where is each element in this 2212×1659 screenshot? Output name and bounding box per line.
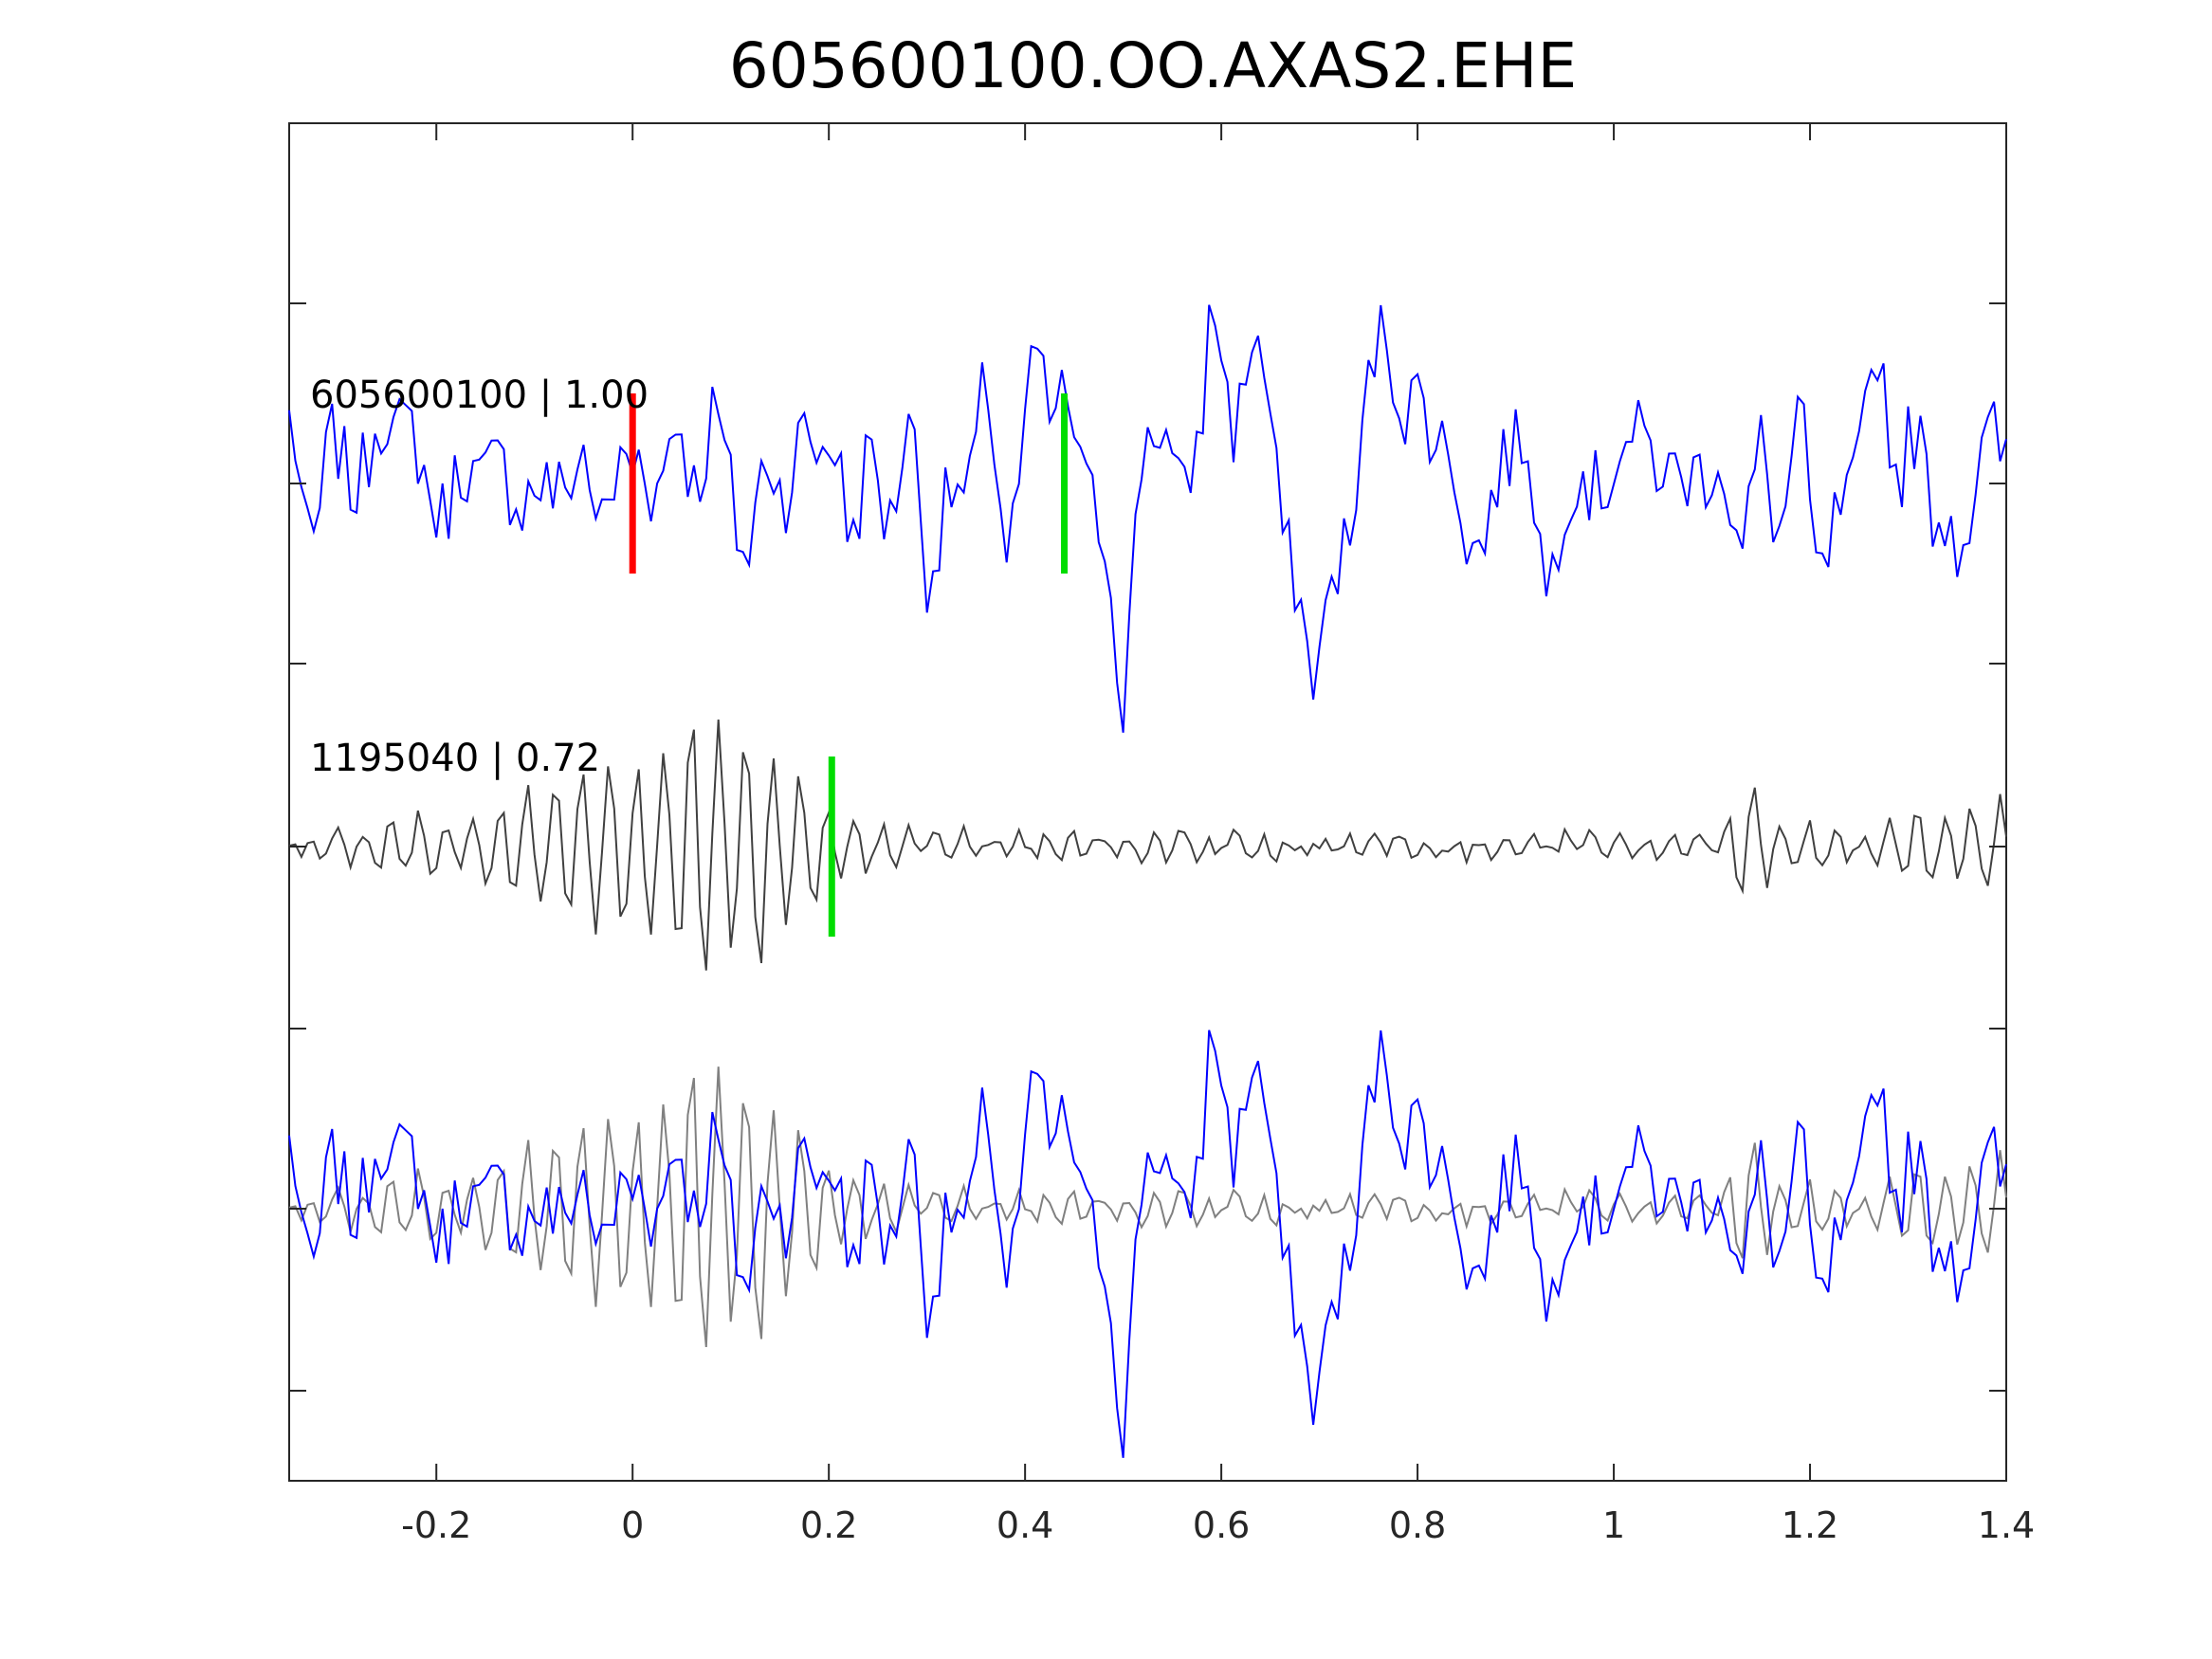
trace-label-1195040: 1195040 | 0.72 [310, 737, 600, 780]
x-tick-labels: -0.2 0 0.2 0.4 0.6 0.8 1 1.2 1.4 [401, 1504, 2035, 1546]
trace-1195040 [288, 719, 2007, 971]
overlay-trace-605600100 [288, 1030, 2007, 1458]
x-tick-label: 1.2 [1782, 1504, 1838, 1546]
plot-area: 605600100 | 1.00 1195040 | 0.72 [288, 122, 2007, 1482]
x-tick-label: 0 [621, 1504, 644, 1546]
ticks [289, 123, 2007, 1481]
x-tick-label: 0.8 [1389, 1504, 1446, 1546]
axes-box [288, 122, 2007, 1482]
trace-605600100 [288, 304, 2007, 733]
x-tick-label: 1 [1602, 1504, 1625, 1546]
x-tick-label: -0.2 [401, 1504, 471, 1546]
x-tick-label: 0.2 [800, 1504, 857, 1546]
traces [288, 304, 2007, 1458]
x-tick-label: 0.4 [996, 1504, 1053, 1546]
x-tick-label: 1.4 [1978, 1504, 2035, 1546]
x-tick-label: 0.6 [1193, 1504, 1250, 1546]
chart-title: 605600100.OO.AXAS2.EHE [729, 29, 1578, 102]
trace-labels: 605600100 | 1.00 1195040 | 0.72 [310, 374, 649, 780]
picks [629, 393, 1069, 937]
trace-label-605600100: 605600100 | 1.00 [310, 374, 649, 417]
